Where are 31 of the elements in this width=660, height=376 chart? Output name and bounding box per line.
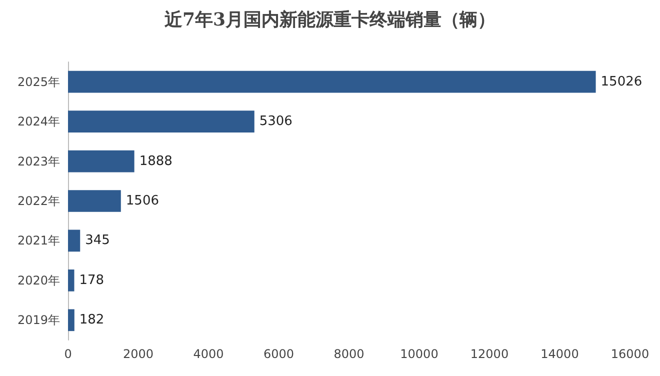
y-tick-label: 2021年 — [17, 234, 60, 248]
bar — [68, 270, 74, 292]
data-label: 178 — [79, 272, 104, 288]
data-label: 1506 — [126, 194, 159, 208]
bar — [68, 70, 596, 93]
y-tick-label: 2020年 — [17, 273, 60, 288]
data-label: 345 — [85, 233, 110, 248]
chart-title: 近7年3月国内新能源重卡终端销量（辆） — [163, 10, 496, 30]
data-label: 182 — [79, 312, 104, 328]
x-tick-label: 14000 — [540, 347, 579, 361]
bar — [68, 190, 121, 212]
data-label: 1888 — [139, 154, 172, 169]
bar — [68, 309, 74, 332]
y-tick-label: 2025年 — [17, 74, 60, 89]
x-tick-label: 10000 — [400, 347, 438, 361]
y-tick-label: 2019年 — [17, 313, 60, 328]
y-tick-label: 2023年 — [17, 154, 60, 168]
data-label: 15026 — [600, 74, 642, 90]
bar — [68, 110, 254, 132]
x-tick-label: 0 — [64, 347, 72, 361]
x-tick-label: 6000 — [263, 347, 294, 361]
data-label: 5306 — [259, 114, 292, 130]
y-tick-label: 2024年 — [17, 114, 60, 129]
x-tick-label: 16000 — [610, 347, 650, 361]
x-tick-label: 2000 — [122, 347, 154, 361]
y-tick-label: 2022年 — [17, 194, 60, 208]
bar — [68, 150, 134, 172]
x-tick-label: 4000 — [193, 347, 224, 361]
bar — [68, 230, 80, 252]
x-tick-label: 12000 — [470, 347, 509, 361]
x-tick-label: 8000 — [334, 347, 364, 361]
